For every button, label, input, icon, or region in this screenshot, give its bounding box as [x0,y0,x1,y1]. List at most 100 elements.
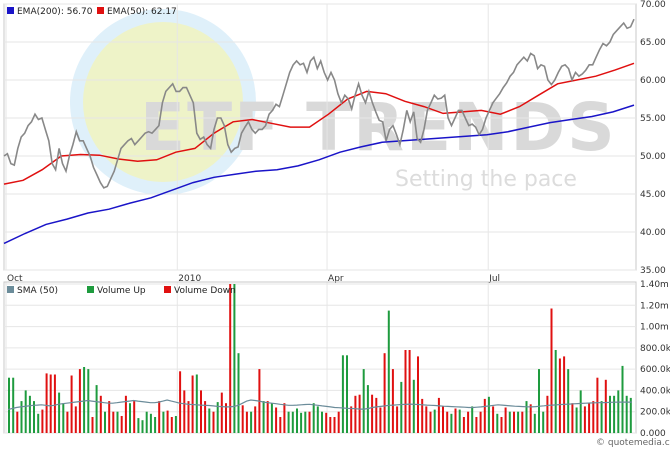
volume-down-bar [66,411,69,433]
legend-ema50-label: EMA(50) [107,7,145,17]
volume-up-bar [625,395,628,434]
volume-down-bar [120,416,123,433]
volume-up-bar [262,401,265,433]
volume-up-bar [517,411,520,433]
legend-sma50: SMA (50) [17,286,58,296]
volume-up-bar [83,367,86,433]
volume-down-bar [133,401,136,433]
watermark-brand: ETF TRENDS [140,89,617,166]
volume-down-bar [492,406,495,433]
series-line-ema50 [3,62,635,185]
volume-down-bar [41,409,44,433]
legend-swatch-volume-up [87,286,94,293]
legend-swatch-ema200 [7,7,14,14]
volume-down-bar [479,411,482,433]
volume-down-bar [275,407,278,433]
volume-down-bar [170,417,173,433]
volume-down-bar [158,401,161,433]
volume-up-bar [24,390,27,433]
volume-down-bar [279,417,282,433]
volume-up-bar [33,401,35,433]
volume-up-bar [487,396,490,433]
volume-down-bar [183,390,186,433]
legend-swatch-volume-down [164,286,171,293]
volume-down-bar [442,406,444,433]
volume-y-tick-label: 1.00m [640,323,669,333]
price-y-tick-label: 35.00 [640,266,666,276]
sma50-line [7,399,632,411]
volume-up-bar [433,409,436,433]
volume-up-bar [542,411,545,433]
volume-sma [7,399,632,411]
volume-down-bar [504,407,507,433]
volume-down-bar [425,406,428,433]
legend-ema50: EMA(50): 62.17 [107,7,177,17]
volume-down-bar [70,375,73,433]
volume-up-bar [412,379,415,433]
volume-y-tick-label: 1.40m [640,280,669,290]
volume-down-bar [571,403,574,433]
volume-up-bar [129,403,131,433]
volume-up-bar [62,403,65,433]
volume-up-bar [250,411,253,433]
volume-y-tick-label: 800.0k [640,344,670,354]
volume-down-bar [220,392,223,433]
volume-down-bar [283,403,286,433]
x-axis: Oct 2010 Apr Jul [7,274,500,284]
volume-up-bar [621,365,624,433]
volume-down-bar [417,356,419,433]
volume-up-bar [387,310,390,433]
volume-down-bar [592,401,595,433]
volume-up-bar [617,390,620,433]
volume-up-bar [145,411,148,433]
volume-y-tick-label: 0.000 [640,429,666,439]
series-line-ema200 [3,104,635,245]
volume-down-bar [429,411,432,433]
volume-down-bar [563,356,566,433]
legend-swatch-sma50 [7,286,14,293]
volume-down-bar [483,398,486,433]
volume-down-bar [229,284,232,433]
volume-up-bar [174,416,177,433]
volume-up-bar [575,407,578,433]
volume-down-bar [350,406,353,433]
price-lines [3,18,635,245]
volume-legend: SMA (50) Volume Up Volume Down [7,286,236,296]
volume-down-bar [379,407,382,433]
volume-down-bar [74,406,77,433]
volume-up-bar [162,411,165,433]
volume-up-bar [154,417,157,433]
legend-swatch-ema50 [97,7,104,14]
volume-up-bar [346,355,348,433]
volume-up-bar [362,369,365,433]
volume-down-bar [333,417,336,433]
volume-up-bar [208,408,211,433]
volume-up-bar [609,395,611,434]
volume-down-bar [212,411,215,433]
volume-down-bar [91,417,94,433]
volume-up-bar [525,401,528,433]
volume-down-bar [241,405,244,433]
price-grid [4,3,636,433]
volume-up-bar [341,355,344,433]
volume-up-bar [533,413,536,433]
volume-down-bar [454,408,457,433]
volume-up-bar [216,402,219,433]
volume-down-bar [421,398,424,433]
legend-ema200-sep: : [61,7,67,17]
volume-bars [8,284,632,434]
volume-up-bar [471,406,474,433]
price-y-tick-label: 70.00 [640,0,666,10]
volume-down-bar [53,374,56,433]
volume-up-bar [312,403,315,433]
volume-down-bar [396,406,399,433]
volume-down-bar [124,395,127,434]
price-y-axis: 70.00 65.00 60.00 55.00 50.00 45.00 40.00 35.00 [640,0,666,276]
volume-down-bar [462,417,465,433]
volume-up-bar [450,413,453,433]
price-y-tick-label: 50.00 [640,152,666,162]
volume-down-bar [391,369,394,433]
volume-down-bar [179,371,182,433]
volume-up-bar [287,411,290,433]
